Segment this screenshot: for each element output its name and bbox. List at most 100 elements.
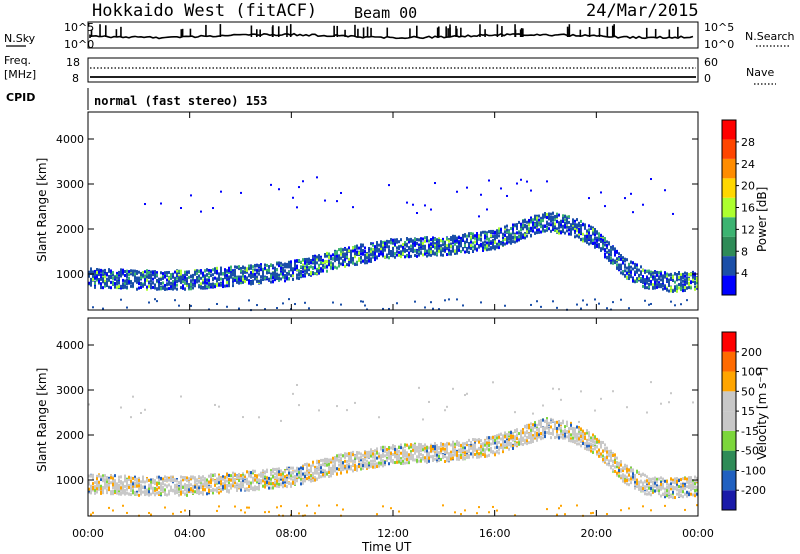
echo-cell [188,275,190,279]
echo-cell [588,229,590,233]
echo-cell [272,475,274,479]
echo-cell [202,475,204,479]
echo-cell [502,235,504,239]
echo-cell [186,487,188,491]
echo-cell [298,475,300,479]
echo-cell [572,222,574,226]
echo-cell [178,276,180,280]
echo-cell [508,447,510,451]
echo-cell [490,437,492,441]
echo-cell [348,454,350,458]
freq-label-2: [MHz] [4,68,36,81]
echo-cell [156,475,158,479]
echo-cell [268,268,270,272]
echo-cell [392,447,394,451]
echo-cell [122,490,124,494]
echo-cell [112,475,114,479]
echo-cell [274,275,276,279]
echo-cell [562,228,564,232]
echo-cell [630,270,632,274]
echo-cell [308,470,310,474]
echo-cell [640,270,642,274]
echo-cell [230,268,232,272]
echo-cell [282,273,284,277]
echo-cell [496,445,498,449]
echo-cell [240,474,242,478]
echo-cell [620,266,622,270]
echo-cell [204,284,206,288]
echo-cell [90,282,92,286]
echo-cell [96,273,98,277]
echo-cell [338,467,340,471]
echo-cell [100,475,102,479]
echo-cell [112,479,114,483]
echo-cell [424,456,426,460]
echo-cell [278,467,280,471]
echo-cell [304,265,306,269]
echo-cell [114,480,116,484]
echo-cell [180,482,182,486]
echo-cell [414,239,416,243]
echo-cell [148,284,150,288]
echo-cell [592,241,594,245]
echo-cell [116,271,118,275]
echo-cell [474,448,476,452]
echo-cell [356,244,358,248]
echo-cell [536,214,538,218]
echo-cell [92,487,94,491]
echo-cell-near [456,298,458,301]
echo-cell [664,275,666,279]
echo-cell [302,265,304,269]
echo-cell [332,471,334,475]
echo-cell [102,269,104,273]
echo-cell-near [332,301,334,304]
echo-cell [438,245,440,249]
echo-cell [502,239,504,243]
echo-cell [274,278,276,282]
echo-cell [98,487,100,491]
echo-cell [316,261,318,265]
echo-cell [142,282,144,286]
echo-cell [152,486,154,490]
echo-cell [176,491,178,495]
echo-cell [496,245,498,249]
echo-cell [610,261,612,265]
echo-cell [430,447,432,451]
echo-cell [354,262,356,266]
echo-cell [530,226,532,230]
echo-cell [322,458,324,462]
echo-cell [416,458,418,462]
echo-cell [484,443,486,447]
echo-cell [218,481,220,485]
echo-cell [190,287,192,291]
echo-cell [486,248,488,252]
echo-cell [208,283,210,287]
echo-cell-near [478,506,480,509]
echo-cell-near [226,305,228,308]
echo-cell [388,456,390,460]
echo-cell [210,285,212,289]
echo-cell [356,456,358,460]
echo-cell [150,276,152,280]
echo-cell [156,487,158,491]
echo-cell [104,282,106,286]
echo-cell [522,233,524,237]
echo-cell [170,273,172,277]
echo-cell [174,485,176,489]
echo-cell [462,456,464,460]
echo-cell [110,269,112,273]
echo-cell [98,270,100,274]
echo-cell [524,218,526,222]
echo-cell [440,238,442,242]
echo-cell [504,242,506,246]
echo-cell [280,277,282,281]
echo-cell [528,223,530,227]
echo-cell [130,269,132,273]
echo-cell [260,481,262,485]
echo-cell [520,438,522,442]
echo-cell [140,273,142,277]
echo-cell [510,239,512,243]
echo-cell [136,270,138,274]
echo-cell [478,447,480,451]
echo-cell [376,465,378,469]
